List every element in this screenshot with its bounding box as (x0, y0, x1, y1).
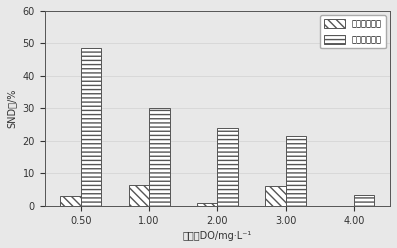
Bar (129, 185, 149, 206)
X-axis label: 溶解氧DO/mg·L⁻¹: 溶解氧DO/mg·L⁻¹ (183, 231, 252, 241)
Bar (197, 203, 217, 206)
Y-axis label: SND率/%: SND率/% (7, 89, 17, 128)
Bar (149, 108, 170, 206)
Bar (354, 195, 374, 206)
Legend: 检加纤维素前, 检加纤维素后: 检加纤维素前, 检加纤维素后 (320, 15, 386, 48)
Bar (81, 48, 101, 206)
Bar (217, 128, 238, 206)
Bar (60, 196, 81, 206)
Bar (265, 186, 285, 206)
Bar (285, 136, 306, 206)
